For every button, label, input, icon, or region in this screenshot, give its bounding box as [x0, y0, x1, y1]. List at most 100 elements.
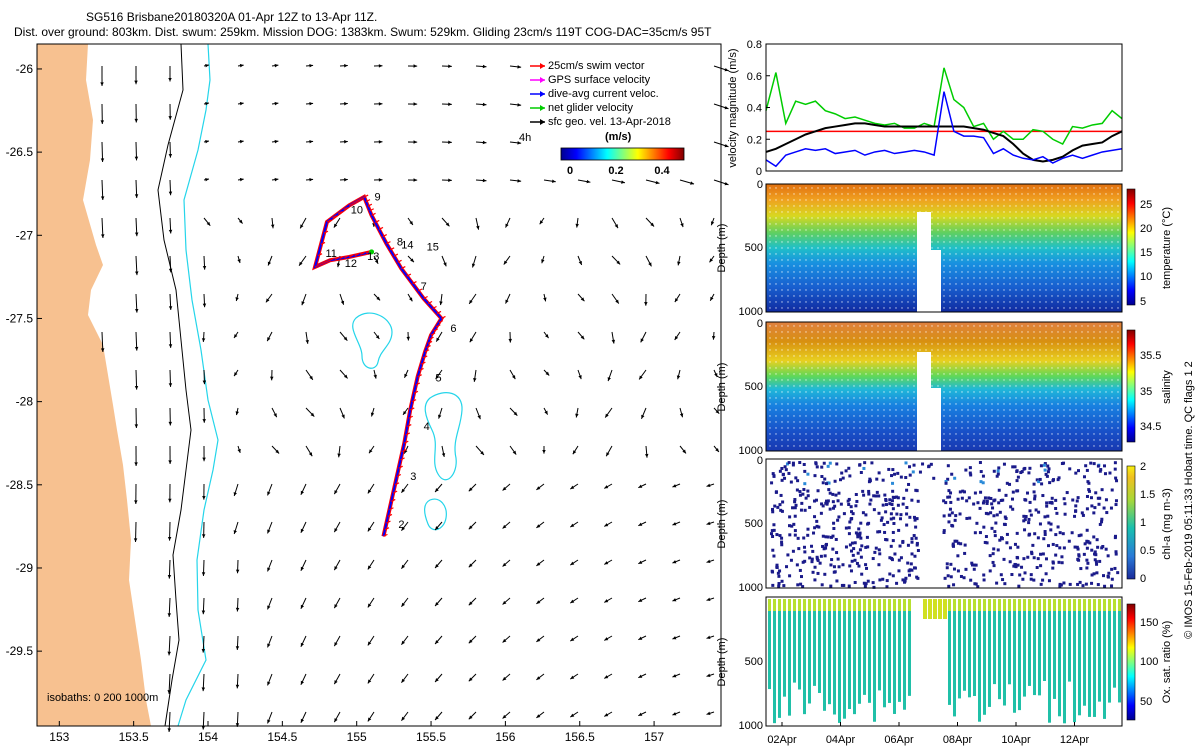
chla-sample — [793, 506, 797, 510]
chla-sample — [910, 568, 914, 572]
sfc-velocity-arrowhead — [606, 452, 610, 457]
swim-vector-tick — [406, 273, 412, 277]
oxygen-column — [923, 599, 927, 619]
oxygen-column — [1088, 611, 1091, 717]
sfc-velocity-arrowhead — [413, 178, 418, 182]
chla-sample — [1034, 508, 1038, 512]
chla-sample — [776, 571, 780, 575]
chla-sample — [915, 517, 919, 521]
chla-sample — [1015, 479, 1019, 483]
sfc-velocity-arrowhead — [167, 575, 172, 579]
chla-sample — [982, 573, 986, 577]
oxygen-column — [838, 599, 841, 611]
chla-sample — [1043, 515, 1047, 519]
oxygen-column — [1023, 611, 1026, 697]
chla-sample — [1068, 582, 1072, 586]
sfc-velocity-arrowhead — [580, 297, 585, 302]
chla-sample — [1015, 531, 1019, 535]
chla-sample — [872, 494, 876, 498]
sfc-velocity-arrowhead — [168, 460, 172, 464]
sfc-velocity-arrowhead — [570, 485, 575, 490]
sfc-velocity-arrowhead — [134, 424, 139, 428]
oxygen-colorbar — [1126, 603, 1136, 721]
chla-sample — [1086, 540, 1090, 544]
velocity-series-dive-avg-current — [765, 91, 1123, 168]
chla-sample — [1005, 481, 1009, 485]
sfc-velocity-arrowhead — [378, 102, 383, 106]
chla-sample — [773, 504, 777, 508]
chla-sample — [912, 463, 916, 467]
sfc-velocity-arrowhead — [413, 140, 418, 144]
chla-sample — [883, 530, 887, 534]
chla-sample — [1027, 517, 1031, 521]
chla-sample — [1107, 571, 1111, 575]
sfc-velocity-arrowhead — [477, 415, 481, 420]
chla-sample — [908, 465, 912, 469]
sfc-velocity-arrowhead — [448, 64, 452, 69]
chla-sample — [946, 464, 950, 468]
sfc-velocity-arrowhead — [710, 296, 714, 301]
chla-sample — [796, 536, 800, 540]
sfc-velocity-arrowhead — [672, 484, 677, 488]
chla-panel: Depth (m) 0 500 1000 0 0.5 1 1.5 2 chl-a… — [716, 455, 1173, 594]
swim-vector-tick — [408, 415, 414, 419]
oxygen-column — [793, 599, 796, 611]
sfc-velocity-arrowhead — [201, 725, 206, 730]
oxygen-column — [808, 611, 811, 704]
chla-sample — [885, 538, 889, 542]
chla-sample — [1113, 536, 1117, 540]
chla-sample — [893, 472, 897, 476]
chla-sample — [774, 490, 778, 494]
oxygen-column — [993, 599, 996, 611]
chla-sample — [1093, 506, 1097, 510]
swim-vector-tick — [378, 226, 384, 231]
date-tick-label: 08Apr — [943, 734, 973, 746]
chla-sample — [991, 560, 995, 564]
chla-sample — [869, 498, 873, 502]
chla-sample — [1018, 573, 1022, 577]
sfc-velocity-arrowhead — [706, 483, 711, 487]
sfc-velocity-arrowhead — [167, 651, 171, 656]
oxygen-column — [1048, 611, 1051, 723]
chla-sample — [1076, 496, 1080, 500]
sfc-velocity-arrowhead — [502, 638, 507, 643]
chla-sample — [1074, 504, 1078, 508]
map-ytick-label: -27 — [16, 228, 34, 242]
sfc-velocity-arrowhead — [570, 523, 575, 528]
temp-cbar-10: 10 — [1140, 271, 1152, 283]
sfc-velocity-arrowhead — [709, 258, 714, 263]
sfc-velocity-arrowhead — [469, 338, 474, 343]
chla-sample — [813, 526, 817, 530]
chla-sample — [824, 499, 828, 503]
sfc-velocity-arrowhead — [638, 712, 643, 716]
chla-sample — [1068, 467, 1072, 471]
chla-sample — [915, 543, 919, 547]
oxygen-column — [933, 599, 937, 619]
oxygen-column — [973, 611, 976, 697]
chla-sample — [964, 468, 968, 472]
chla-sample — [890, 474, 894, 478]
chla-sample — [848, 543, 852, 547]
sfc-velocity-arrowhead — [234, 372, 238, 377]
chla-sample — [1016, 563, 1020, 567]
oxygen-column — [853, 599, 856, 611]
oxygen-column — [908, 599, 911, 611]
chla-sample — [947, 520, 951, 524]
chla-sample — [1024, 515, 1028, 519]
sfc-velocity-arrowhead — [536, 562, 541, 566]
chla-sample — [911, 470, 915, 474]
chla-sample — [779, 493, 783, 497]
sfc-velocity-arrowhead — [300, 718, 305, 723]
chla-sample — [1022, 514, 1026, 518]
chla-sample — [1002, 557, 1006, 561]
day-label: 3 — [410, 471, 416, 483]
oxygen-column — [823, 599, 826, 611]
chla-sample — [1047, 467, 1051, 471]
chla-sample — [1038, 477, 1042, 481]
chla-sample — [868, 502, 872, 506]
chla-sample — [839, 502, 843, 506]
sfc-velocity-arrowhead — [344, 64, 348, 68]
sfc-velocity-arrowhead — [672, 712, 677, 716]
chla-sample — [1000, 537, 1004, 541]
swim-vector-tick — [430, 332, 436, 336]
